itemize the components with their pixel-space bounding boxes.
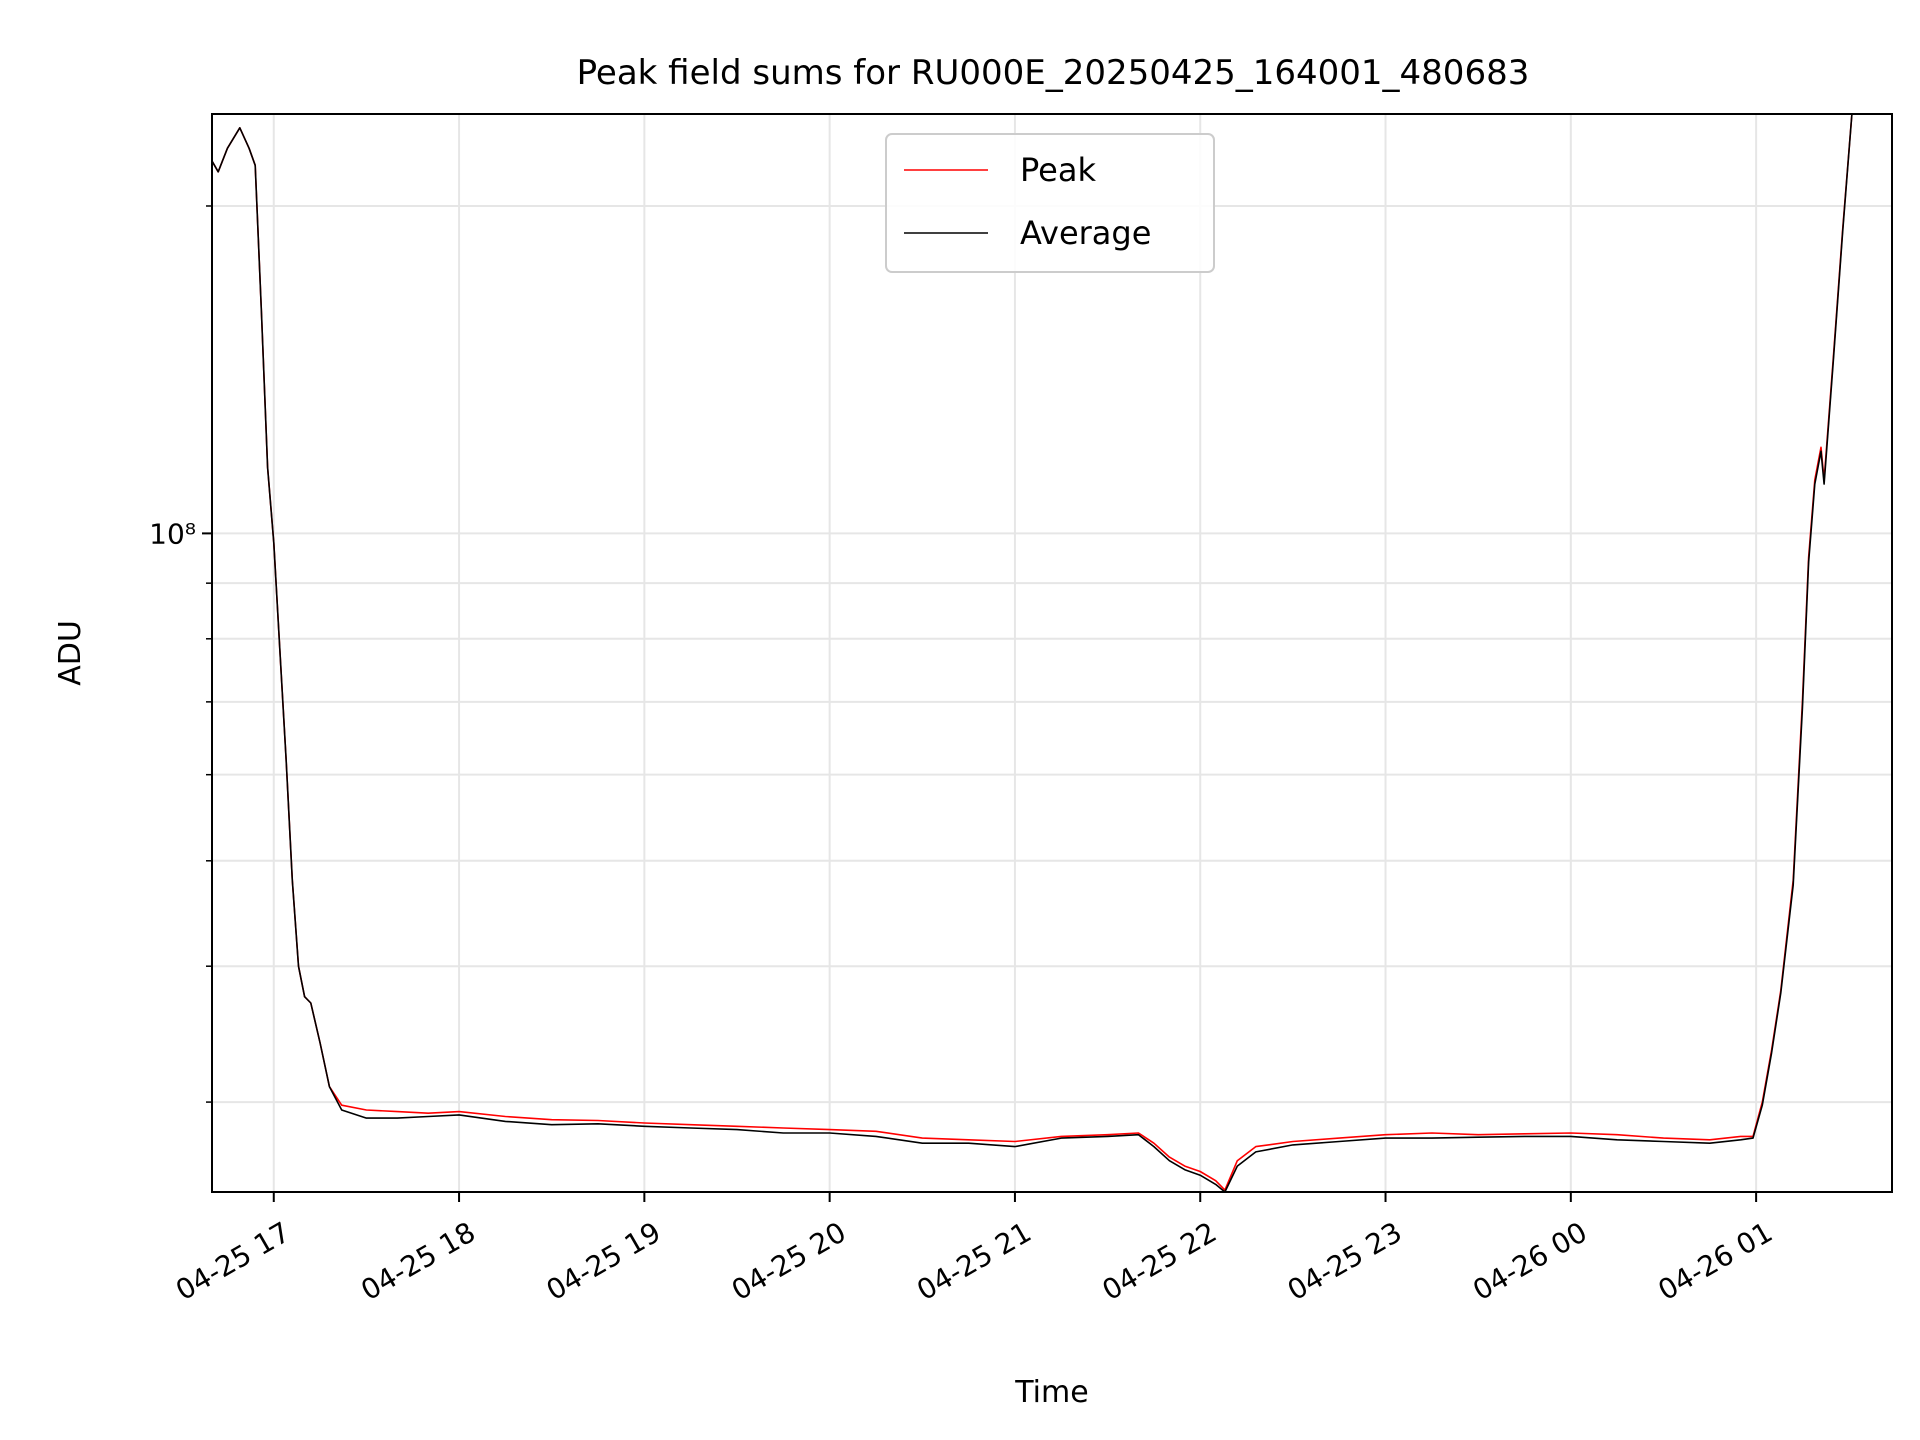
legend-label-average: Average: [1020, 214, 1151, 252]
series-line-average: [212, 114, 1853, 1192]
series-layer: [212, 114, 1853, 1192]
grid: [212, 114, 1892, 1192]
legend-box: [885, 133, 1215, 273]
chart-title: Peak field sums for RU000E_20250425_1640…: [577, 53, 1530, 93]
plot-frame: [211, 113, 1893, 1193]
legend-label-peak: Peak: [1020, 151, 1096, 189]
x-axis-label: Time: [1014, 1375, 1088, 1410]
y-tick-label: 10⁸: [149, 517, 196, 550]
y-axis-label: ADU: [53, 620, 88, 686]
legend: Peak Average: [885, 133, 1215, 273]
